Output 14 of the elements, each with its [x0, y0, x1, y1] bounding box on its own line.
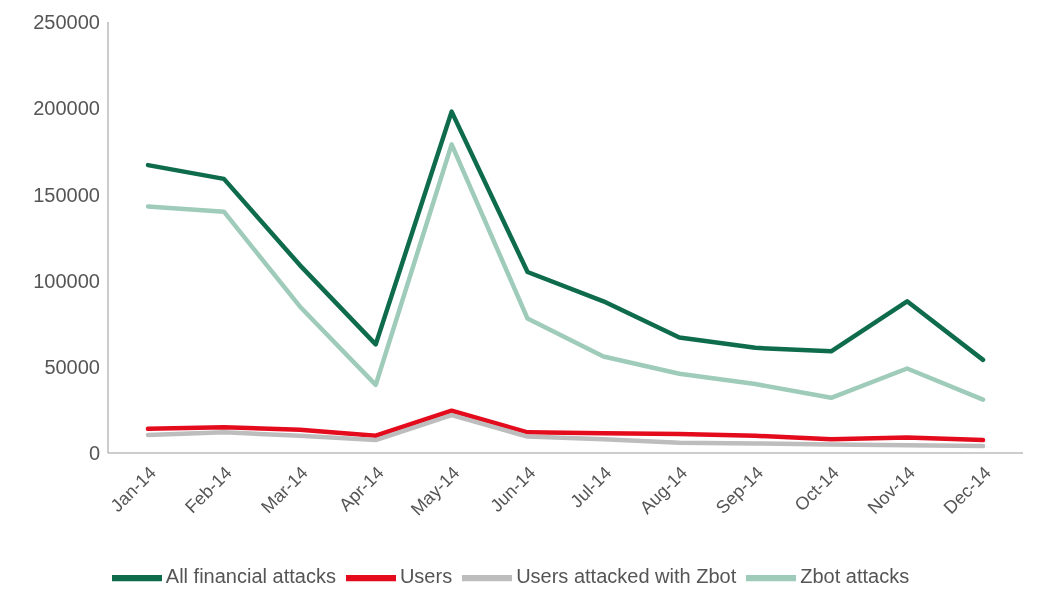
line-series — [145, 109, 986, 363]
legend-label: Zbot attacks — [800, 565, 910, 588]
y-tick-label: 50000 — [44, 355, 100, 378]
line-series — [145, 408, 986, 443]
legend-label: All financial attacks — [165, 565, 336, 588]
y-tick-label: 200000 — [33, 97, 100, 120]
y-tick-label: 100000 — [33, 269, 100, 292]
line-series — [145, 142, 986, 402]
y-tick-label: 250000 — [33, 11, 100, 34]
y-tick-label: 150000 — [33, 183, 100, 206]
line-series — [145, 412, 986, 449]
y-tick-label: 0 — [88, 442, 100, 465]
legend-label: Users — [399, 565, 453, 588]
legend-label: Users attacked with Zbot — [516, 565, 737, 588]
